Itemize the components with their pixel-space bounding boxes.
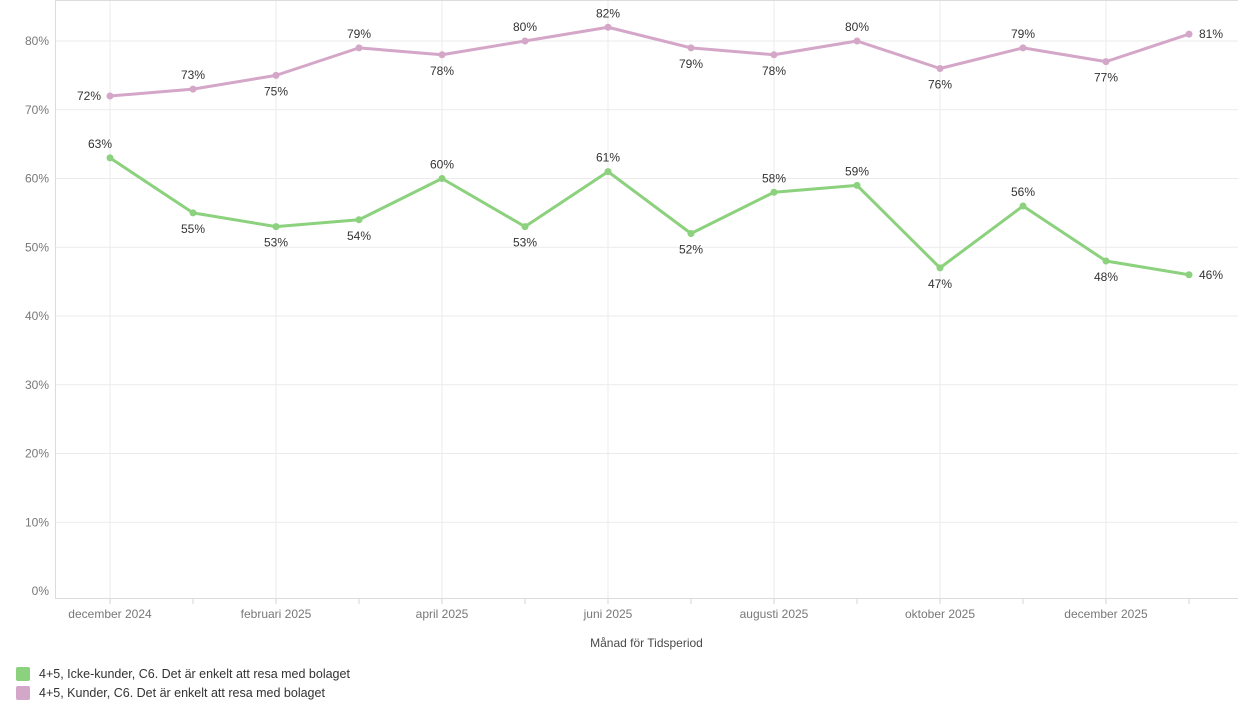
data-point-marker[interactable] (189, 85, 197, 93)
x-axis-tick-label: december 2024 (68, 607, 152, 621)
data-point-marker[interactable] (521, 37, 529, 45)
data-point-label: 79% (347, 27, 371, 41)
data-point-label: 46% (1199, 268, 1223, 282)
data-point-marker[interactable] (1185, 30, 1193, 38)
series-line-1[interactable] (108, 25, 1191, 98)
data-point-label: 78% (430, 64, 454, 78)
series-line-0[interactable] (108, 156, 1191, 277)
data-point-label: 63% (88, 137, 112, 151)
data-point-label: 59% (845, 164, 869, 178)
x-axis-tick-label: augusti 2025 (740, 607, 809, 621)
data-point-marker[interactable] (1102, 257, 1110, 265)
y-axis-tick-label: 80% (25, 34, 49, 48)
data-point-marker[interactable] (1102, 58, 1110, 66)
chart-canvas: 0% 10% 20% 30% 40% 50% 60% 70% 80% december 2024 f… (25, 0, 1238, 650)
x-axis-tick-label: juni 2025 (583, 607, 633, 621)
data-point-marker[interactable] (853, 181, 861, 189)
x-axis-tick-label: december 2025 (1064, 607, 1148, 621)
data-point-marker[interactable] (853, 37, 861, 45)
data-point-label: 60% (430, 158, 454, 172)
y-axis-tick-label: 10% (25, 515, 49, 529)
data-point-marker[interactable] (1185, 271, 1193, 279)
legend-label-icke-kunder: 4+5, Icke-kunder, C6. Det är enkelt att … (39, 666, 350, 681)
data-point-label: 80% (513, 20, 537, 34)
data-point-label: 75% (264, 84, 288, 98)
data-point-label: 56% (1011, 185, 1035, 199)
data-point-marker[interactable] (770, 188, 778, 196)
x-axis-title: Månad för Tidsperiod (590, 636, 703, 650)
data-point-label: 54% (347, 229, 371, 243)
data-point-marker[interactable] (521, 223, 529, 231)
data-point-marker[interactable] (355, 44, 363, 52)
data-point-marker[interactable] (1019, 44, 1027, 52)
x-axis-tick-label: februari 2025 (241, 607, 312, 621)
legend-swatch-kunder (16, 685, 30, 700)
data-point-label: 48% (1094, 270, 1118, 284)
data-point-marker[interactable] (1019, 202, 1027, 210)
data-point-label: 81% (1199, 27, 1223, 41)
x-axis-tick-label: oktober 2025 (905, 607, 975, 621)
y-axis-tick-label: 50% (25, 240, 49, 254)
data-point-marker[interactable] (438, 51, 446, 59)
legend: 4+5, Icke-kunder, C6. Det är enkelt att … (0, 655, 1240, 702)
data-point-label: 73% (181, 68, 205, 82)
data-point-label: 82% (596, 6, 620, 20)
data-point-label: 55% (181, 222, 205, 236)
data-point-label: 61% (596, 151, 620, 165)
legend-item-icke-kunder[interactable]: 4+5, Icke-kunder, C6. Det är enkelt att … (16, 664, 1240, 683)
data-point-marker[interactable] (106, 154, 114, 162)
line-chart: 0% 10% 20% 30% 40% 50% 60% 70% 80% december 2024 f… (25, 0, 1238, 650)
data-point-label: 72% (77, 89, 101, 103)
legend-swatch-icke-kunder (16, 666, 30, 681)
data-point-marker[interactable] (687, 44, 695, 52)
data-point-label: 76% (928, 78, 952, 92)
data-point-label: 52% (679, 243, 703, 257)
data-point-label: 58% (762, 171, 786, 185)
data-point-marker[interactable] (604, 23, 612, 31)
y-axis-tick-label: 0% (32, 584, 50, 598)
data-point-label: 77% (1094, 71, 1118, 85)
legend-label-kunder: 4+5, Kunder, C6. Det är enkelt att resa … (39, 685, 325, 700)
data-point-label: 78% (762, 64, 786, 78)
data-point-marker[interactable] (770, 51, 778, 59)
y-axis-tick-label: 40% (25, 309, 49, 323)
legend-item-kunder[interactable]: 4+5, Kunder, C6. Det är enkelt att resa … (16, 683, 1240, 702)
data-point-marker[interactable] (189, 209, 197, 217)
data-point-marker[interactable] (604, 168, 612, 176)
data-point-marker[interactable] (106, 92, 114, 100)
data-point-label: 79% (1011, 27, 1035, 41)
data-point-marker[interactable] (438, 175, 446, 182)
data-point-marker[interactable] (272, 223, 280, 231)
data-point-label: 80% (845, 20, 869, 34)
y-axis-tick-label: 30% (25, 378, 49, 392)
data-point-marker[interactable] (272, 71, 280, 79)
data-point-label: 53% (264, 236, 288, 250)
data-point-marker[interactable] (936, 264, 944, 272)
y-axis-tick-label: 20% (25, 447, 49, 461)
y-axis-tick-label: 60% (25, 172, 49, 186)
data-point-label: 79% (679, 57, 703, 71)
data-point-label: 47% (928, 277, 952, 291)
data-point-label: 53% (513, 236, 537, 250)
y-axis-tick-label: 70% (25, 103, 49, 117)
data-point-marker[interactable] (687, 230, 695, 237)
data-point-marker[interactable] (936, 65, 944, 72)
data-point-marker[interactable] (355, 216, 363, 224)
x-axis-tick-label: april 2025 (416, 607, 469, 621)
